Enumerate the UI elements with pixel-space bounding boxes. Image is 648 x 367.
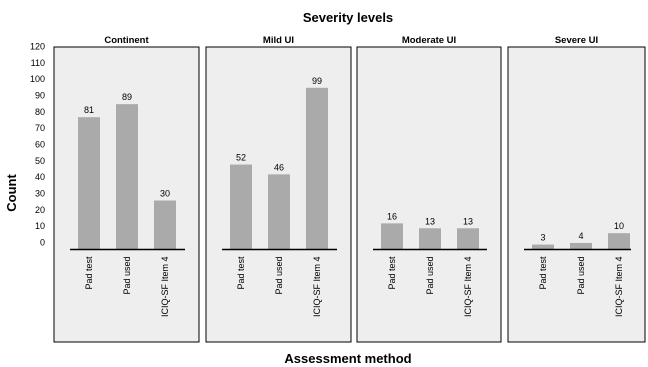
bar — [116, 104, 138, 250]
category-label: ICIQ-SF Item 4 — [312, 257, 322, 318]
panel-frame — [507, 46, 646, 343]
category-label: ICIQ-SF Item 4 — [463, 257, 473, 318]
y-tick-label: 80 — [35, 107, 45, 117]
bar — [532, 244, 554, 250]
panel-title: Continent — [104, 35, 149, 46]
y-tick-label: 120 — [30, 42, 45, 52]
y-tick-label: 110 — [31, 58, 45, 68]
bar — [419, 228, 441, 250]
y-axis-label: Count — [4, 174, 19, 212]
data-label: 16 — [387, 211, 397, 221]
category-label: Pad test — [84, 256, 94, 290]
data-label: 99 — [312, 76, 322, 86]
bar — [381, 223, 403, 250]
category-label: Pad test — [538, 256, 548, 290]
chart-title: Severity levels — [303, 10, 393, 25]
y-tick-label: 90 — [35, 91, 45, 101]
bar — [268, 174, 290, 250]
bar — [306, 87, 328, 250]
bar — [457, 228, 479, 250]
y-tick-label: 0 — [40, 238, 45, 248]
y-tick-label: 50 — [35, 156, 45, 166]
category-label: Pad test — [387, 256, 397, 290]
panel-title: Moderate UI — [402, 35, 456, 46]
category-label: Pad used — [425, 257, 435, 295]
panel-3: Severe UI 3 Pad test 4 Pad used 10 ICIQ-SF Ite… — [507, 35, 646, 343]
data-label: 4 — [578, 231, 583, 241]
data-label: 89 — [122, 92, 132, 102]
panels: Continent 81 Pad test 89 Pad used 30 ICIQ-SF I… — [53, 35, 646, 343]
category-label: Pad used — [122, 257, 132, 295]
panel-2: Moderate UI 16 Pad test 13 Pad used 13 ICIQ-SF… — [356, 35, 502, 343]
y-tick-label: 20 — [35, 205, 45, 215]
data-label: 81 — [84, 105, 94, 115]
data-label: 13 — [463, 216, 473, 226]
data-label: 30 — [160, 189, 170, 199]
data-label: 52 — [236, 153, 246, 163]
panel-frame — [356, 46, 502, 343]
panel-1: Mild UI 52 Pad test 46 Pad used 99 ICIQ-SF Ite… — [205, 35, 352, 343]
panel-title: Mild UI — [263, 35, 294, 46]
y-tick-label: 100 — [30, 74, 45, 84]
data-label: 10 — [614, 221, 624, 231]
category-label: Pad test — [236, 256, 246, 290]
x-axis-label: Assessment method — [284, 351, 411, 366]
bar — [78, 117, 100, 250]
data-label: 46 — [274, 162, 284, 172]
panel-0: Continent 81 Pad test 89 Pad used 30 ICIQ-SF I… — [53, 35, 200, 343]
y-tick-label: 30 — [35, 189, 45, 199]
y-tick-label: 40 — [35, 172, 45, 182]
category-label: Pad used — [576, 257, 586, 295]
y-tick-label: 10 — [35, 221, 45, 231]
data-label: 3 — [540, 233, 545, 243]
data-label: 13 — [425, 216, 435, 226]
bar — [230, 164, 252, 250]
y-axis-ticks: 0 10 20 30 40 50 60 70 80 90 100 110 120 — [30, 42, 45, 248]
bar — [154, 200, 176, 250]
bar — [570, 242, 592, 250]
y-tick-label: 60 — [35, 140, 45, 150]
bar — [608, 233, 630, 250]
category-label: Pad used — [274, 257, 284, 295]
category-label: ICIQ-SF Item 4 — [160, 257, 170, 318]
y-tick-label: 70 — [35, 123, 45, 133]
category-label: ICIQ-SF Item 4 — [614, 257, 624, 318]
panel-title: Severe UI — [555, 35, 598, 46]
